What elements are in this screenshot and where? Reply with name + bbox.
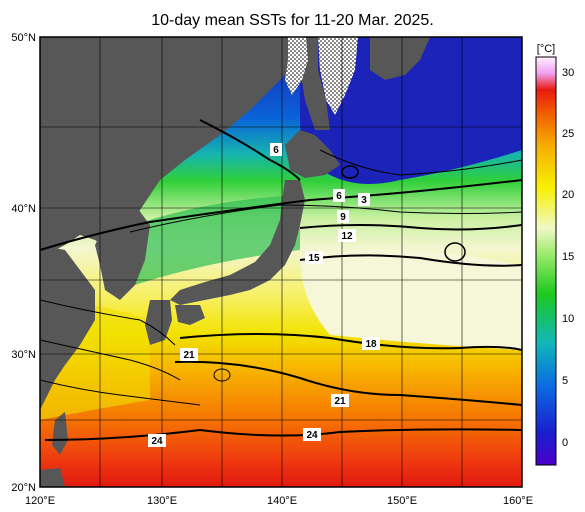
map-frame: [39, 36, 523, 488]
contour-label-18: 18: [362, 337, 380, 350]
svg-text:3: 3: [361, 195, 367, 206]
svg-text:6: 6: [336, 191, 342, 202]
map-title: 10-day mean SSTs for 11-20 Mar. 2025.: [151, 12, 434, 29]
contour-label-24b: 24: [303, 428, 321, 441]
svg-text:15: 15: [308, 253, 320, 264]
lon-label-120: 120°E: [25, 495, 55, 507]
contour-label-6b: 6: [333, 189, 345, 202]
svg-text:24: 24: [306, 430, 318, 441]
contour-labels: 6 6 3 9 12 15 18 21 21 24 24: [148, 143, 380, 447]
colorbar-tick-15: 15: [562, 251, 574, 263]
contour-label-21b: 21: [331, 394, 349, 407]
lat-label-30: 30°N: [11, 349, 36, 361]
lat-label-20: 20°N: [11, 482, 36, 494]
colorbar-tick-25: 25: [562, 128, 574, 140]
svg-text:18: 18: [365, 339, 377, 350]
contour-label-6a: 6: [270, 143, 282, 156]
contour-label-9: 9: [337, 210, 349, 223]
svg-text:9: 9: [340, 212, 346, 223]
contour-label-12: 12: [338, 229, 356, 242]
lon-label-140: 140°E: [267, 495, 297, 507]
lon-label-130: 130°E: [147, 495, 177, 507]
colorbar-tick-5: 5: [562, 375, 568, 387]
lat-label-50: 50°N: [11, 32, 36, 44]
longitude-labels: 120°E 130°E 140°E 150°E 160°E: [25, 495, 533, 507]
svg-text:24: 24: [151, 436, 163, 447]
svg-text:12: 12: [341, 231, 353, 242]
sea-ice: [285, 37, 358, 115]
contour-label-24a: 24: [148, 434, 166, 447]
lat-label-40: 40°N: [11, 203, 36, 215]
colorbar: [°C] 30 25 20 15 10 5 0: [535, 43, 574, 466]
colorbar-tick-0: 0: [562, 437, 568, 449]
graticule: [40, 37, 522, 487]
colorbar-tick-30: 30: [562, 67, 574, 79]
latitude-labels: 50°N 40°N 30°N 20°N: [11, 32, 36, 494]
svg-text:6: 6: [273, 145, 279, 156]
colorbar-tick-10: 10: [562, 313, 574, 325]
lon-label-160: 160°E: [503, 495, 533, 507]
contour-label-3: 3: [358, 193, 370, 206]
contour-label-21a: 21: [180, 348, 198, 361]
colorbar-unit: [°C]: [537, 43, 555, 55]
land: [40, 37, 430, 487]
colorbar-tick-20: 20: [562, 189, 574, 201]
contour-label-15: 15: [305, 251, 323, 264]
svg-text:21: 21: [183, 350, 195, 361]
lon-label-150: 150°E: [387, 495, 417, 507]
svg-text:21: 21: [334, 396, 346, 407]
